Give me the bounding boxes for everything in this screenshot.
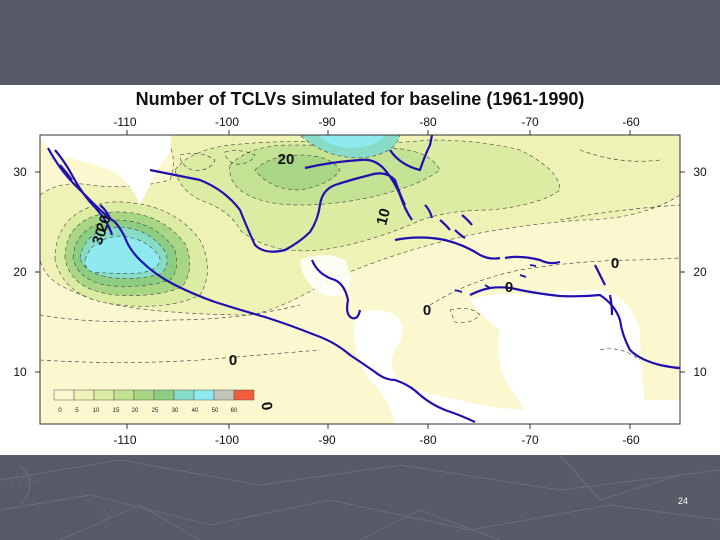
map-frame [39, 134, 681, 425]
slide-footer-band [0, 455, 720, 540]
coast-caribbean-islands [454, 264, 537, 293]
footer-decoration [0, 455, 720, 540]
legend-label: 50 [212, 408, 219, 414]
contour-label: 0 [505, 279, 513, 296]
coast-pacific-mexico [47, 147, 476, 423]
contour-label: 20 [278, 151, 295, 168]
legend-label: 20 [132, 408, 139, 414]
tclv-band-50 [318, 135, 385, 148]
lon-label-top: -90 [318, 115, 336, 129]
lat-label-right: 30 [693, 165, 707, 179]
lon-label-top: -80 [419, 115, 437, 129]
lat-label-left: 30 [13, 165, 27, 179]
legend-swatch [213, 389, 235, 401]
coast-yucatan [310, 259, 362, 320]
coast-baja-california [54, 149, 114, 236]
legend-swatch [173, 389, 195, 401]
axis-tick-marks [35, 130, 685, 429]
lon-label-bottom: -100 [215, 433, 239, 447]
lat-label-left: 20 [13, 265, 27, 279]
coast-gulf-mexico [149, 168, 406, 253]
contour-label: 0 [257, 401, 275, 412]
legend-label: 30 [172, 408, 179, 414]
legend-label: 10 [93, 408, 100, 414]
legend-label: 15 [113, 408, 120, 414]
coast-cuba [394, 236, 501, 260]
contour-label: 0 [229, 352, 237, 369]
contour-label: 0 [611, 255, 619, 272]
lon-label-bottom: -80 [419, 433, 437, 447]
color-legend: 0 5 10 15 20 25 30 40 50 60 [53, 389, 255, 414]
coast-bahamas [424, 204, 473, 239]
lat-label-right: 20 [693, 265, 707, 279]
lon-label-top: -110 [113, 115, 136, 129]
lon-label-top: -70 [521, 115, 539, 129]
legend-swatch [113, 389, 135, 401]
lon-label-top: -100 [215, 115, 239, 129]
land-northern-mexico [40, 135, 172, 205]
contour-label: 30 [89, 226, 111, 247]
legend-swatch [153, 389, 175, 401]
land-central-america [354, 310, 530, 424]
coast-florida-us [304, 135, 434, 221]
contour-label: 0 [423, 302, 431, 319]
contour-label: 20 [93, 213, 115, 234]
legend-label: 5 [75, 408, 79, 414]
slide-number: 24 [677, 496, 688, 506]
pacific-band-50 [84, 235, 161, 274]
map-field [40, 135, 680, 424]
lon-label-bottom: -90 [318, 433, 336, 447]
lon-label-bottom: -70 [521, 433, 539, 447]
lon-label-bottom: -110 [113, 433, 136, 447]
contour-label: 10 [373, 207, 394, 228]
slide-title: Number of TCLVs simulated for baseline (… [135, 89, 585, 109]
legend-label: 40 [192, 408, 199, 414]
land-south-america [470, 290, 680, 424]
slide-header-band [0, 0, 720, 85]
legend-label: 25 [152, 408, 159, 414]
coast-south-america [469, 286, 680, 370]
legend-label: 60 [231, 408, 238, 414]
legend-swatch [93, 389, 115, 401]
legend-label: 0 [58, 408, 62, 414]
coastlines [47, 135, 680, 423]
lat-label-right: 10 [693, 365, 707, 379]
coast-antilles [594, 264, 614, 316]
lon-label-bottom: -60 [622, 433, 640, 447]
legend-swatch [73, 389, 95, 401]
legend-swatch [133, 389, 155, 401]
legend-swatch [53, 389, 75, 401]
coast-hispaniola [504, 255, 561, 265]
lon-label-top: -60 [622, 115, 640, 129]
legend-swatch [193, 389, 215, 401]
legend-swatch [233, 389, 255, 401]
tclv-map: -110 -100 -90 -80 -70 -60 -110 -100 -90 … [13, 115, 707, 447]
lat-label-left: 10 [13, 365, 27, 379]
tclv-band-25 [254, 154, 341, 191]
